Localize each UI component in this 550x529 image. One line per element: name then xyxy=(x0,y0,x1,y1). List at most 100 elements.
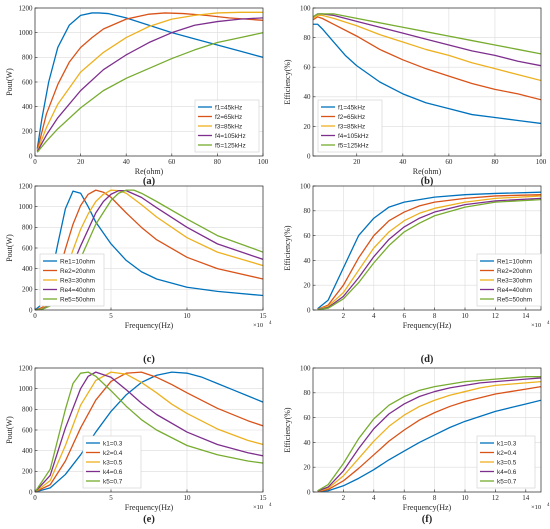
legend-entry-4: f4=105kHz xyxy=(338,133,369,140)
y-tick-label: 80 xyxy=(304,389,312,397)
x-tick-label: 2 xyxy=(342,494,346,502)
legend-entry-2: k2=0.4 xyxy=(497,450,517,457)
legend-box xyxy=(82,435,142,489)
series-line-2 xyxy=(317,385,541,492)
x-tick-label: 4 xyxy=(372,494,376,502)
legend-entry-4: k4=0.6 xyxy=(497,469,517,476)
legend-entry-3: Re3=30ohm xyxy=(497,277,532,284)
x-tick-label: 10 xyxy=(462,312,470,320)
axes-box xyxy=(312,367,542,493)
x-exponent-label: ×10 xyxy=(253,504,263,511)
x-tick-label: 10 xyxy=(184,494,192,502)
x-axis-label: Re(ohm) xyxy=(413,167,442,176)
legend-entry-3: f3=85kHz xyxy=(338,123,365,130)
y-tick-label: 1200 xyxy=(19,364,34,372)
panel-caption: (b) xyxy=(421,176,434,187)
legend-entry-2: k2=0.4 xyxy=(103,450,123,457)
legend-entry-4: k4=0.6 xyxy=(103,469,123,476)
y-tick-label: 400 xyxy=(22,447,33,455)
y-tick-label: 100 xyxy=(300,4,311,12)
series-line-5 xyxy=(313,13,541,55)
x-axis-label: Frequency(Hz) xyxy=(125,321,174,330)
series-line-4 xyxy=(317,197,541,310)
y-tick-label: 100 xyxy=(300,182,311,190)
y-tick-label: 600 xyxy=(22,78,33,86)
x-axis-label: Frequency(Hz) xyxy=(403,503,452,512)
panel-b: 20 40 60 80 100 0 20 40 60 80 100 Re(ohm) Efficiency… xyxy=(283,4,547,187)
legend-entry-1: f1=45kHz xyxy=(215,104,242,111)
series-line-5 xyxy=(317,376,541,492)
y-tick-label: 1000 xyxy=(19,29,34,37)
y-tick-label: 200 xyxy=(22,286,33,294)
series-line-3 xyxy=(313,14,541,82)
y-tick-label: 1200 xyxy=(19,182,34,190)
legend-entry-5: f5=125kHz xyxy=(338,142,369,149)
x-tick-label: 0 xyxy=(33,494,37,502)
x-exponent-power: 4 xyxy=(547,503,550,508)
legend-entry-5: k5=0.7 xyxy=(497,478,517,485)
legend-entry-5: k5=0.7 xyxy=(103,478,123,485)
legend-entry-2: f2=65kHz xyxy=(215,114,242,121)
series-line-3 xyxy=(35,371,263,492)
series-line-4 xyxy=(317,377,541,492)
x-tick-label: 14 xyxy=(522,494,530,502)
panel-caption: (a) xyxy=(143,176,156,187)
legend-entry-1: Re1=10ohm xyxy=(60,258,95,265)
series-line-1 xyxy=(35,371,263,492)
x-tick-label: 60 xyxy=(168,158,176,166)
legend-entry-5: f5=125kHz xyxy=(215,142,246,149)
x-tick-label: 60 xyxy=(445,158,453,166)
y-tick-label: 1000 xyxy=(19,385,34,393)
series-line-3 xyxy=(317,195,541,310)
y-tick-label: 200 xyxy=(22,468,33,476)
series-line-3 xyxy=(317,380,541,492)
legend: k1=0.3 k2=0.4 k3=0.5 k4=0.6 k5=0.7 xyxy=(476,435,536,489)
x-exponent-label: ×10 xyxy=(531,322,541,329)
y-tick-label: 60 xyxy=(304,414,312,422)
y-tick-label: 0 xyxy=(307,152,311,160)
y-tick-label: 20 xyxy=(304,282,312,290)
series-line-2 xyxy=(35,371,263,492)
y-tick-label: 80 xyxy=(304,207,312,215)
x-tick-label: 15 xyxy=(260,494,268,502)
x-tick-label: 8 xyxy=(433,312,437,320)
x-axis-label: Frequency(Hz) xyxy=(403,321,452,330)
y-axis-label: Pout(W) xyxy=(5,68,14,96)
x-axis-label: Re(ohm) xyxy=(135,167,164,176)
legend-entry-1: k1=0.3 xyxy=(103,440,123,447)
y-tick-label: 0 xyxy=(29,306,33,314)
legend: f1=45kHz f2=65kHz f3=85kHz f4=105kHz f5=125k… xyxy=(317,99,383,153)
x-tick-label: 8 xyxy=(433,494,437,502)
legend-entry-4: Re4=40ohm xyxy=(497,287,532,294)
x-tick-label: 12 xyxy=(492,312,500,320)
y-axis-label: Efficiency(%) xyxy=(283,407,292,452)
legend-entry-2: Re2=20ohm xyxy=(60,268,95,275)
legend-entry-3: k3=0.5 xyxy=(497,459,517,466)
x-tick-label: 40 xyxy=(123,158,131,166)
x-tick-label: 6 xyxy=(402,494,406,502)
x-tick-label: 100 xyxy=(536,158,547,166)
y-tick-label: 20 xyxy=(304,123,312,131)
x-tick-label: 20 xyxy=(77,158,85,166)
y-tick-label: 0 xyxy=(307,306,311,314)
panel-caption: (f) xyxy=(422,514,433,525)
panel-caption: (e) xyxy=(143,514,155,525)
axes-box xyxy=(312,185,542,311)
y-tick-label: 400 xyxy=(22,103,33,111)
legend-entry-3: Re3=30ohm xyxy=(60,277,95,284)
legend-entry-2: Re2=20ohm xyxy=(497,268,532,275)
x-exponent-label: ×10 xyxy=(531,504,541,511)
x-tick-label: 0 xyxy=(33,158,37,166)
axes-box xyxy=(312,7,542,157)
x-tick-label: 0 xyxy=(33,312,37,320)
series-line-2 xyxy=(317,194,541,310)
x-tick-label: 10 xyxy=(462,494,470,502)
y-tick-label: 1200 xyxy=(19,4,34,12)
y-tick-label: 1000 xyxy=(19,203,34,211)
x-exponent-power: 4 xyxy=(269,503,272,508)
x-tick-label: 15 xyxy=(260,312,268,320)
y-tick-label: 40 xyxy=(304,93,312,101)
legend-box xyxy=(194,99,260,153)
series-line-1 xyxy=(36,12,263,149)
panel-d: 2 4 6 8 10 12 14 0 20 40 60 80 100 ×10 4 Frequency(Hz) E… xyxy=(283,182,550,365)
